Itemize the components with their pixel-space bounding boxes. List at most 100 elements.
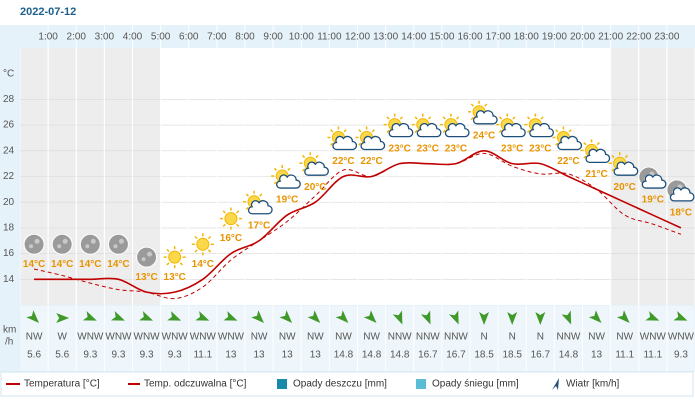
temp-label: 14°C bbox=[107, 259, 129, 270]
hour-label: 21:00 bbox=[598, 32, 623, 43]
wind-arrow bbox=[673, 311, 688, 321]
sun-ray bbox=[512, 116, 516, 120]
cloud bbox=[613, 161, 639, 176]
crater bbox=[62, 238, 68, 244]
crater bbox=[141, 257, 146, 262]
sun-ray bbox=[527, 129, 531, 133]
hour-label: 5:00 bbox=[151, 32, 171, 43]
sun-ray bbox=[343, 129, 347, 133]
cloud bbox=[304, 161, 329, 176]
hour-label: 17:00 bbox=[486, 32, 511, 43]
sun-ray bbox=[179, 248, 183, 253]
temp-label: 21°C bbox=[585, 169, 607, 180]
wind-direction: NNW bbox=[416, 332, 440, 343]
cloud bbox=[332, 135, 358, 151]
sun-ray bbox=[358, 129, 362, 133]
temp-label: 20°C bbox=[304, 182, 326, 193]
wind-speed: 16.7 bbox=[531, 350, 551, 361]
wind-speed: 9.3 bbox=[140, 350, 154, 361]
sun-ray bbox=[484, 103, 488, 107]
hour-label: 23:00 bbox=[654, 32, 679, 43]
weather-icon bbox=[383, 113, 414, 138]
legend-box bbox=[0, 371, 694, 397]
temp-label: 14°C bbox=[79, 259, 101, 270]
wind-arrow bbox=[392, 310, 403, 325]
hour-label: 4:00 bbox=[123, 32, 143, 43]
legend-wind-icon bbox=[552, 378, 559, 390]
wind-speed: 5.6 bbox=[55, 350, 69, 361]
temp-label: 22°C bbox=[360, 156, 382, 167]
hour-label: 16:00 bbox=[457, 32, 482, 43]
sun-ray bbox=[302, 154, 306, 159]
hour-label: 18:00 bbox=[514, 32, 539, 43]
weather-icon bbox=[271, 165, 301, 189]
legend-swatch bbox=[277, 379, 287, 389]
weather-icon bbox=[136, 246, 158, 268]
weather-icon bbox=[496, 113, 526, 138]
sun-ray bbox=[414, 129, 418, 133]
temp-label: 23°C bbox=[417, 143, 439, 154]
weather-icon bbox=[608, 152, 639, 176]
sun bbox=[224, 212, 238, 226]
wind-direction: NW bbox=[335, 332, 352, 343]
wind-direction: N bbox=[509, 332, 516, 343]
sun-ray bbox=[583, 142, 587, 146]
temp-label: 14°C bbox=[23, 259, 45, 270]
hour-label: 12:00 bbox=[345, 32, 370, 43]
crater bbox=[34, 238, 40, 244]
y-tick-label: 16 bbox=[3, 248, 15, 259]
crater bbox=[29, 244, 34, 249]
sun-ray bbox=[236, 210, 240, 214]
wind-speed: 14.8 bbox=[362, 350, 382, 361]
temp-label: 23°C bbox=[389, 143, 411, 154]
weather-icon bbox=[219, 207, 242, 230]
y-tick-label: 26 bbox=[3, 120, 15, 131]
y-tick-label: 20 bbox=[3, 197, 15, 208]
temp-label: 19°C bbox=[276, 195, 298, 206]
y-tick-label: 22 bbox=[3, 171, 15, 182]
wind-speed: 13 bbox=[282, 350, 294, 361]
wind-direction: NW bbox=[279, 332, 296, 343]
moon bbox=[136, 246, 158, 268]
sun-ray bbox=[166, 262, 170, 266]
weather-icon bbox=[79, 233, 101, 255]
wind-speed: 5.6 bbox=[27, 350, 41, 361]
hour-label: 8:00 bbox=[235, 32, 255, 43]
sun-ray bbox=[399, 116, 403, 120]
wind-arrow bbox=[82, 311, 97, 321]
cloud bbox=[388, 123, 414, 138]
wind-speed: 13 bbox=[254, 350, 266, 361]
temp-label: 19°C bbox=[642, 195, 664, 206]
crater bbox=[57, 244, 62, 249]
wind-arrow bbox=[110, 311, 125, 321]
temp-label: 16°C bbox=[220, 233, 242, 244]
wind-direction: WNW bbox=[668, 332, 695, 343]
sun-ray bbox=[583, 155, 587, 159]
hour-label: 10:00 bbox=[289, 32, 314, 43]
wind-direction: WNW bbox=[77, 332, 104, 343]
wind-speed: 16.7 bbox=[418, 350, 438, 361]
wind-direction: WNW bbox=[218, 332, 245, 343]
weather-icon bbox=[107, 233, 129, 255]
sun-ray bbox=[371, 129, 375, 133]
sun-ray bbox=[273, 167, 278, 171]
cloud bbox=[444, 123, 470, 138]
weather-icon bbox=[580, 139, 611, 163]
wind-arrow bbox=[223, 311, 238, 321]
legend-label: Wiatr [km/h] bbox=[566, 379, 620, 390]
y-tick-label: 24 bbox=[3, 145, 15, 156]
wind-speed: 9.3 bbox=[674, 350, 688, 361]
sun-ray bbox=[555, 129, 559, 133]
weather-icon bbox=[638, 166, 667, 189]
y-unit: °C bbox=[3, 69, 14, 80]
wind-arrow bbox=[56, 313, 70, 323]
wind-arrow bbox=[251, 310, 265, 323]
sun-ray bbox=[222, 223, 226, 227]
cloud bbox=[247, 200, 273, 215]
y-tick-label: 18 bbox=[3, 223, 15, 234]
temp-label: 17°C bbox=[248, 220, 270, 231]
hour-label: 13:00 bbox=[373, 32, 398, 43]
wind-direction: NW bbox=[26, 332, 43, 343]
wind-direction: NNW bbox=[444, 332, 468, 343]
sun-ray bbox=[194, 249, 198, 253]
